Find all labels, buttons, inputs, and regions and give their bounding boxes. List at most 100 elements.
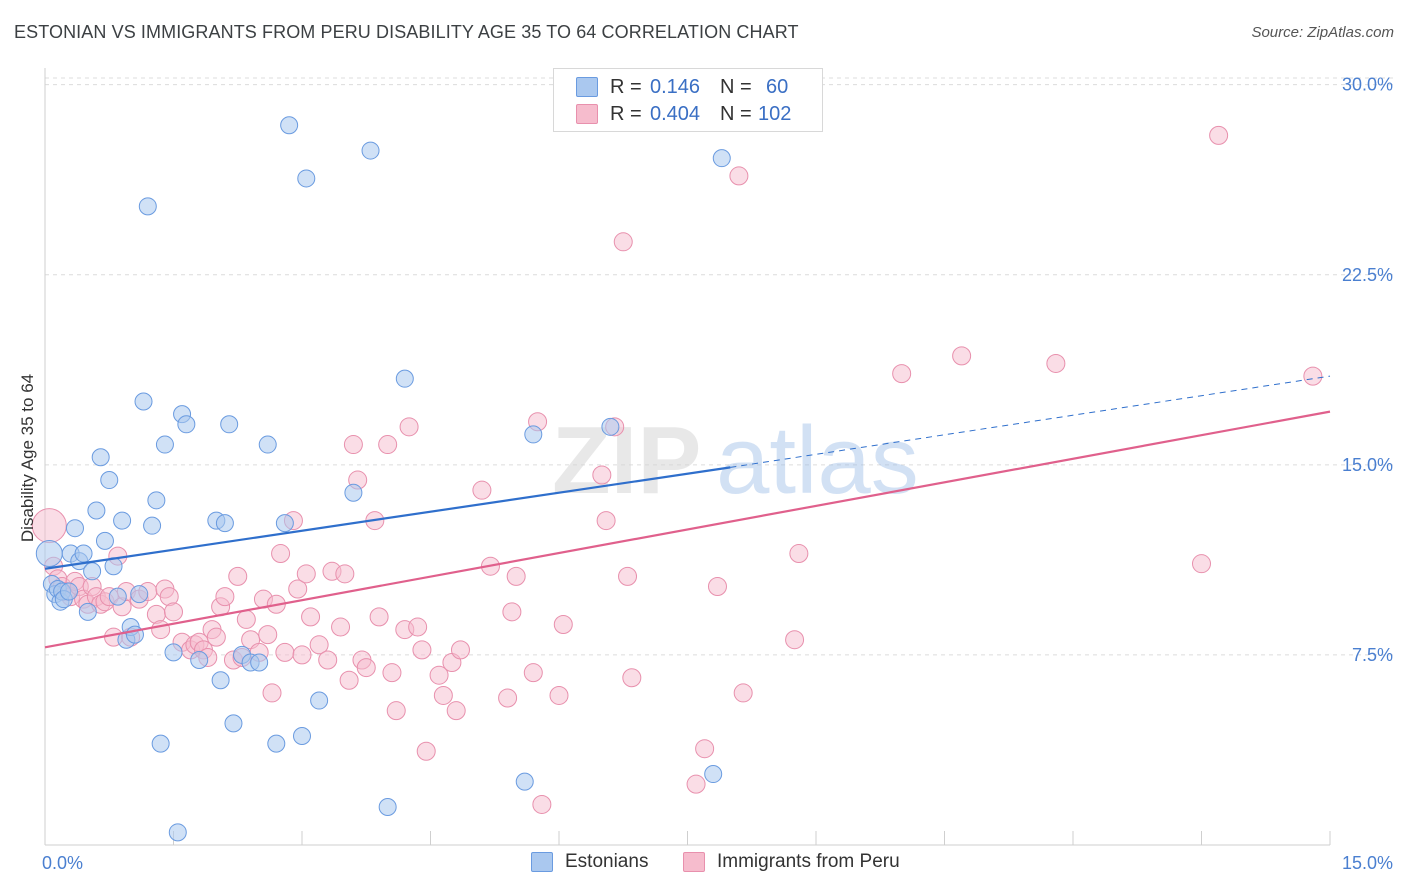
estonians-point [220,415,239,434]
peru-point [1209,125,1229,145]
peru-point [412,640,432,660]
y-tick-label: 30.0% [1342,75,1393,95]
estonians-point [378,797,397,816]
trend-line-peru [44,410,1331,649]
estonians-point [215,514,234,533]
legend-n-value: 102 [758,102,792,125]
estonians-point [83,562,102,581]
estonians-point [95,531,114,550]
peru-point [408,617,428,637]
trend-line-estonians-extension [730,375,1331,468]
estonians-point [344,483,363,502]
correlation-legend: R = 0.146 N = 60 R = 0.404 N = 102 [553,68,823,132]
peru-point [369,607,389,627]
estonians-point [130,585,149,604]
legend-row-estonians: R = 0.146 N = 60 [576,74,788,100]
peru-point [228,566,248,586]
peru-point [429,665,449,685]
peru-point [1046,353,1066,373]
watermark-atlas: atlas [716,407,919,514]
peru-point [622,668,642,688]
y-tick-label: 15.0% [1342,455,1393,475]
estonians-point [190,650,209,669]
estonians-point [134,392,153,411]
peru-point [378,435,398,455]
y-axis-label: Disability Age 35 to 64 [18,374,37,542]
trend-line-estonians [44,466,731,570]
watermark-zip: ZIP [552,407,701,514]
bottom-legend-peru: Immigrants from Peru [683,851,900,873]
estonians-point [151,734,170,753]
estonians-point [310,691,329,710]
estonians-point [601,417,620,436]
peru-point [433,685,453,705]
estonians-point [108,587,127,606]
bottom-legend-label-peru: Immigrants from Peru [717,851,900,872]
peru-point [498,688,518,708]
peru-point [502,602,522,622]
peru-point [382,663,402,683]
legend-n-value: 60 [766,75,789,98]
peru-point [613,232,633,252]
peru-point [164,602,183,622]
estonians-point [177,415,196,434]
peru-point [236,609,256,629]
peru-point [292,645,312,665]
peru-point [31,508,67,544]
peru-point [288,579,308,599]
legend-r-label: R = [610,102,642,125]
estonians-point [224,714,243,733]
peru-point [553,615,573,635]
peru-point [785,630,805,650]
peru-point [618,566,638,586]
estonians-point [113,511,132,530]
estonians-point [395,369,414,388]
estonians-point [280,116,299,135]
peru-point [695,739,715,759]
estonians-point [91,448,110,467]
peru-point [532,794,552,814]
peru-point [472,480,492,500]
peru-point [275,642,295,662]
estonians-point [258,435,277,454]
estonians-point [143,516,162,535]
bottom-legend-swatch-pink [683,852,705,872]
legend-r-value: 0.146 [650,75,701,98]
estonians-point [168,823,187,842]
estonians-point [78,602,97,621]
legend-r-label: R = [610,75,642,98]
estonians-point [361,141,380,160]
legend-r-value: 0.404 [650,102,701,125]
peru-point [1303,366,1323,386]
peru-point [952,346,972,366]
peru-point [309,635,329,655]
tick-labels: 7.5% 15.0% 22.5% 30.0% 0.0% 15.0% [42,75,1393,873]
estonians-point [35,540,63,568]
estonians-point [138,197,157,216]
estonians-point [712,149,731,168]
peru-point [416,741,436,761]
peru-point [262,683,282,703]
legend-swatch-pink [576,104,598,124]
estonians-point [147,491,166,510]
peru-point [301,607,321,627]
x-tick-label-max: 15.0% [1342,853,1393,873]
peru-point [592,465,612,485]
estonians-point [275,514,294,533]
legend-row-peru: R = 0.404 N = 102 [576,101,791,127]
source-credit: Source: ZipAtlas.com [1251,24,1394,41]
peru-point [318,650,338,670]
y-tick-label: 22.5% [1342,265,1393,285]
trend-lines [44,375,1331,649]
estonians-point [293,727,311,746]
estonians-point [65,519,84,538]
estonians-point [164,643,183,662]
bottom-legend-estonians: Estonians [531,851,648,873]
estonians-point [155,435,174,454]
peru-point [733,683,753,703]
peru-point [892,364,912,384]
watermark: ZIP atlas [552,407,919,514]
peru-point [450,640,470,660]
estonians-point [704,765,723,784]
peru-point [596,511,616,531]
